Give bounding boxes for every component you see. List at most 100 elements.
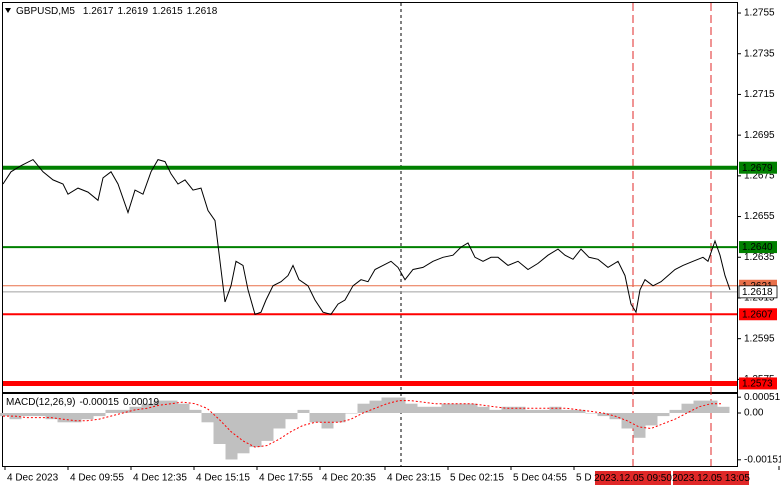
macd-bar [309,412,322,423]
macd-bar [501,406,514,413]
level-label-box [739,241,777,254]
macd-bar [453,403,466,413]
price-line [2,158,731,315]
x-tick-label: 5 D [576,473,592,484]
symbol-title: GBPUSD,M5 [16,6,75,17]
macd-bar [561,409,574,413]
macd-bar [537,409,550,413]
macd-title: MACD(12,26,9) [6,397,75,408]
x-tick-label: 5 Dec 04:55 [513,473,567,484]
y-tick-label: 1.2635 [744,252,775,263]
y-tick-label: 1.2675 [744,170,775,181]
macd-bar [285,412,298,420]
macd-bar [549,406,562,413]
y-tick-label: 1.2735 [744,48,775,59]
x-tick-label: 4 Dec 17:55 [259,473,313,484]
macd-bar [21,412,34,417]
macd-bar [33,412,46,417]
macd-bar [597,412,610,417]
x-tick-label: 4 Dec 15:15 [196,473,250,484]
macd-bar [573,409,586,413]
quote-value: 1.2617 [83,6,114,17]
macd-bar [117,409,130,413]
macd-bar [489,409,502,413]
macd-y-tick-label: 0.00 [744,408,764,419]
macd-bar [201,412,214,423]
macd-readout: -0.00015 [79,397,119,408]
macd-bar [177,403,190,413]
macd-bar [441,403,454,413]
time-label-box [673,471,749,485]
quote-value: 1.2615 [152,6,183,17]
macd-bar [93,412,106,417]
macd-bar [333,412,346,423]
macd-bar [381,397,394,413]
macd-y-tick-label: 0.00051 [744,392,781,403]
x-tick-label: 4 Dec 12:35 [133,473,187,484]
x-tick-label: 4 Dec 23:15 [387,473,441,484]
macd-bar [45,412,58,420]
macd-bar [393,397,406,413]
macd-bar [465,403,478,413]
level-label-box [739,308,777,321]
time-label-box [595,471,671,485]
time-label: 2023.12.05 09:50 [594,473,672,484]
level-label: 1.2607 [742,309,773,320]
quote-value: 1.2618 [187,6,218,17]
chart-header: GBPUSD,M5 1.2617 1.2619 1.2615 1.2618 [16,6,218,17]
macd-bar [477,406,490,413]
macd-bar [273,412,286,429]
macd-bar [165,400,178,413]
macd-bar [153,400,166,413]
y-tick-label: 1.2655 [744,211,775,222]
y-tick-label: 1.2755 [744,8,775,19]
x-tick-label: 4 Dec 2023 [7,473,59,484]
macd-bar [321,412,334,429]
macd-bar [105,409,118,413]
macd-bar [213,412,226,444]
x-tick-label: 4 Dec 09:55 [70,473,124,484]
macd-bar [81,412,94,420]
price-panel-frame [2,2,738,393]
macd-bar [129,406,142,413]
macd-bar [249,412,262,448]
level-label: 1.2679 [742,163,773,174]
macd-panel-frame [2,393,738,467]
macd-bar [189,409,202,413]
macd-bar [237,412,250,454]
macd-signal-line [3,400,723,448]
current-price-label: 1.2618 [742,287,773,298]
macd-bar [645,412,658,426]
macd-bar [585,412,598,414]
macd-bar [69,412,82,423]
macd-bar [525,409,538,413]
y-tick-label: 1.2695 [744,130,775,141]
macd-bar [261,412,274,441]
macd-bar [369,400,382,413]
macd-readout: 0.00019 [123,397,160,408]
macd-bar [345,412,358,414]
macd-bar [0,412,10,417]
macd-bar [669,409,682,413]
level-label: 1.2573 [742,379,773,390]
quote-value: 1.2619 [118,6,149,17]
x-tick-label: 5 Dec 02:15 [450,473,504,484]
level-label-box [739,377,777,390]
macd-bar [297,409,310,413]
macd-bar [681,403,694,413]
macd-bar [657,412,670,417]
macd-bar [141,403,154,413]
macd-bar [705,400,718,413]
current-price-box [738,285,778,299]
macd-y-tick-label: -0.00151 [744,454,781,465]
macd-bar [633,412,646,438]
macd-bar [57,412,70,423]
level-label-box [739,161,777,174]
symbol-menu-arrow [5,8,11,13]
macd-bar [513,406,526,413]
y-tick-label: 1.2715 [744,89,775,100]
x-tick-label: 4 Dec 20:35 [322,473,376,484]
macd-bar [417,406,430,413]
macd-bar [225,412,238,460]
